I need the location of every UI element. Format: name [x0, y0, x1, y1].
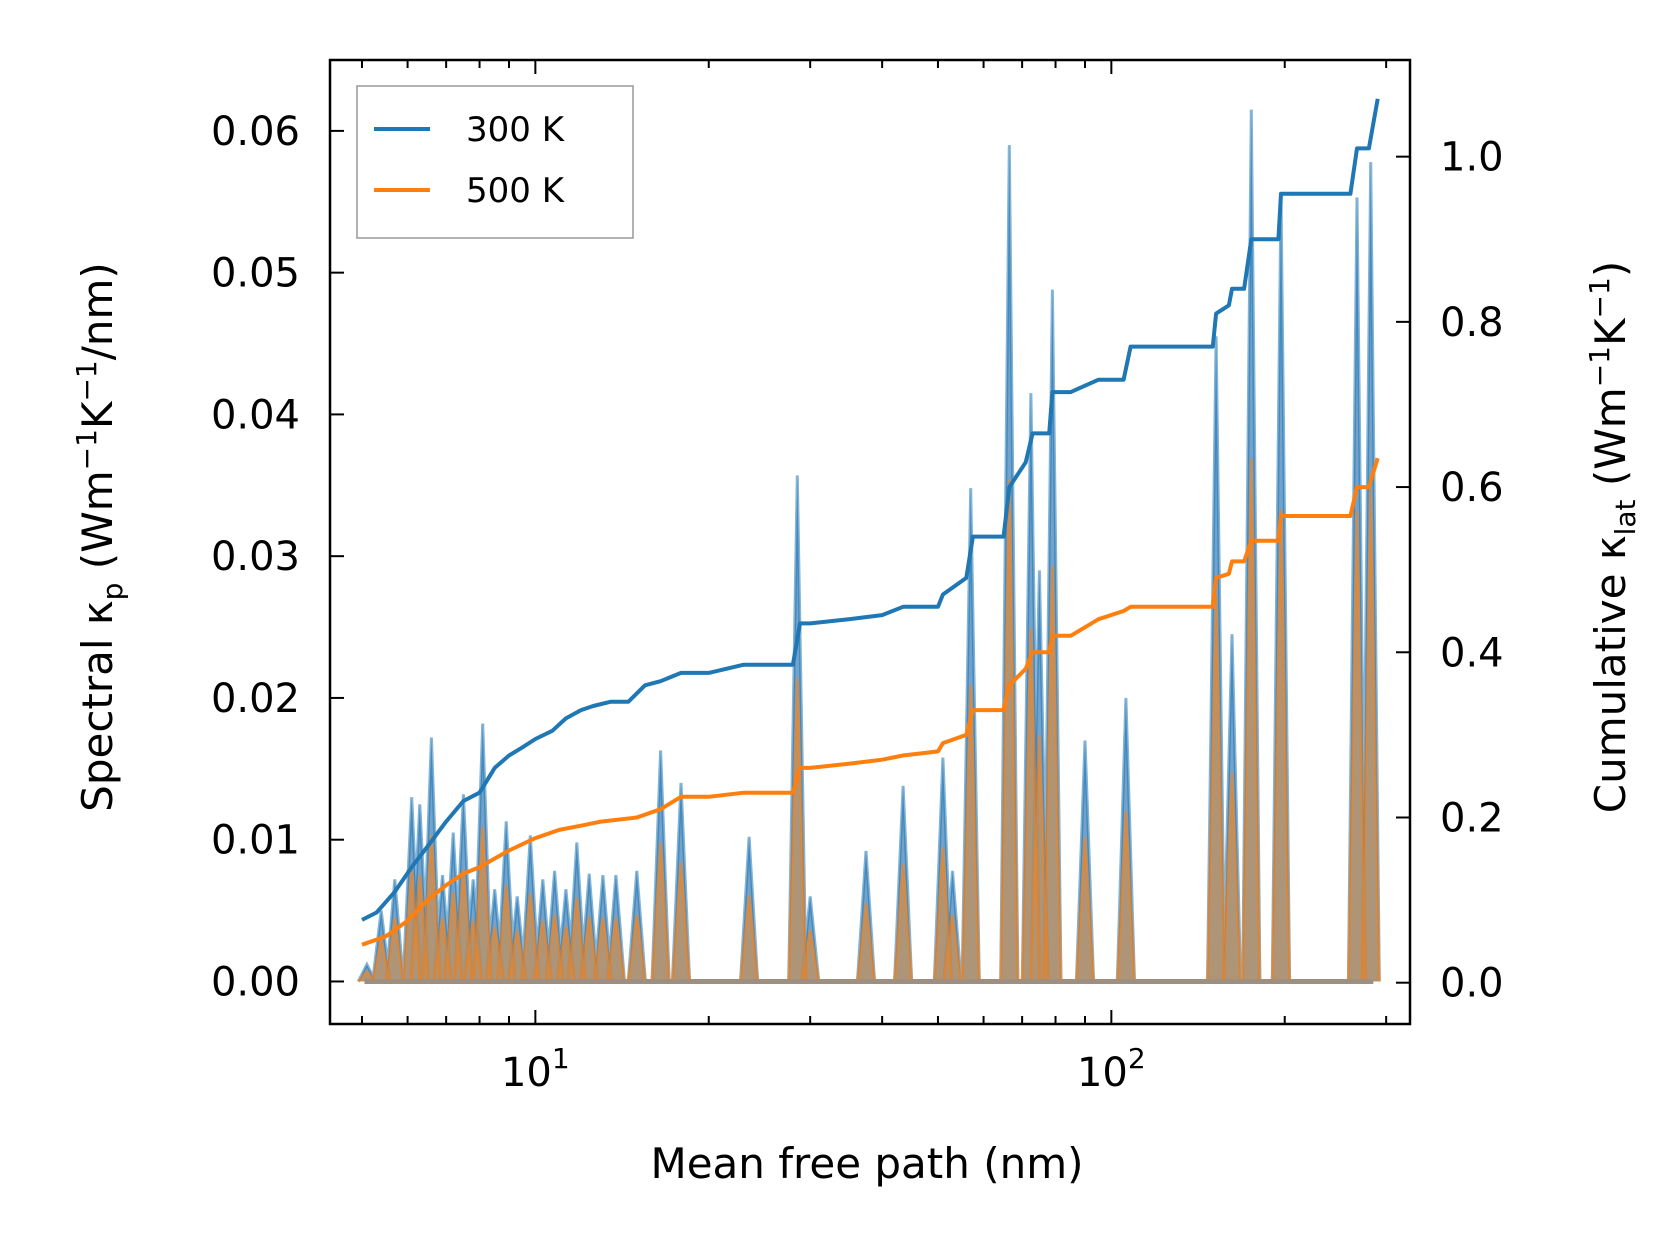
right-ylabel-sup2: −1 [1583, 277, 1616, 318]
right-ylabel-sup1: −1 [1583, 346, 1616, 387]
right-ylabel-tail: ) [1586, 261, 1635, 277]
left-ylabel-sub: p [96, 583, 129, 601]
right-ylabel-unit-open: (Wm [1586, 387, 1635, 499]
legend-box [356, 85, 634, 239]
y-right-tick-label: 1.0 [1440, 135, 1504, 181]
left-ylabel-unit-open: (Wm [73, 470, 122, 582]
x-tick-label: 101 [501, 1042, 570, 1096]
left-y-axis-label: Spectral κp (Wm−1K−1/nm) [70, 262, 129, 812]
left-ylabel-mid: K [73, 400, 122, 429]
y-left-tick-label: 0.04 [211, 392, 300, 438]
legend: 300 K 500 K [356, 85, 634, 239]
y-left-tick-label: 0.05 [211, 251, 300, 297]
x-tick-label-base: 10 [1077, 1050, 1128, 1096]
y-right-tick-label: 0.4 [1440, 630, 1504, 676]
y-right-tick-label: 0.6 [1440, 465, 1504, 511]
left-ylabel-prefix: Spectral κ [73, 600, 122, 812]
plot-content [356, 98, 1381, 984]
right-ylabel-sub: lat [1609, 499, 1642, 535]
x-tick-label-exp: 2 [1128, 1042, 1146, 1075]
x-axis-label: Mean free path (nm) [650, 1139, 1083, 1188]
left-ylabel-sup2: −1 [70, 360, 103, 401]
y-left-tick-label: 0.03 [211, 534, 300, 580]
y-left-tick-label: 0.00 [211, 959, 300, 1005]
x-tick-label-base: 10 [501, 1050, 552, 1096]
right-y-axis-label: Cumulative κlat (Wm−1K−1) [1583, 261, 1642, 813]
left-ylabel-tail: /nm) [73, 262, 122, 360]
plot-area [356, 98, 1381, 984]
cumulative-line-300k [361, 98, 1380, 922]
y-right-tick-label: 0.0 [1440, 961, 1504, 1007]
legend-label-300k: 300 K [466, 110, 566, 150]
cumulative-line-500k [361, 457, 1380, 947]
legend-label-500k: 500 K [466, 171, 566, 211]
x-tick-label-exp: 1 [552, 1042, 570, 1075]
y-left-tick-label: 0.06 [211, 109, 300, 155]
axes: 101 1020.000.010.020.030.040.050.060.00.2… [211, 58, 1504, 1096]
y-left-tick-label: 0.02 [211, 676, 300, 722]
left-ylabel-sup1: −1 [70, 429, 103, 470]
axes-frame [328, 58, 1412, 1026]
y-left-tick-label: 0.01 [211, 818, 300, 864]
y-right-tick-label: 0.8 [1440, 300, 1504, 346]
x-tick-label: 102 [1077, 1042, 1146, 1096]
right-ylabel-prefix: Cumulative κ [1586, 535, 1635, 813]
right-ylabel-mid: K [1586, 317, 1635, 346]
y-right-tick-label: 0.2 [1440, 795, 1504, 841]
